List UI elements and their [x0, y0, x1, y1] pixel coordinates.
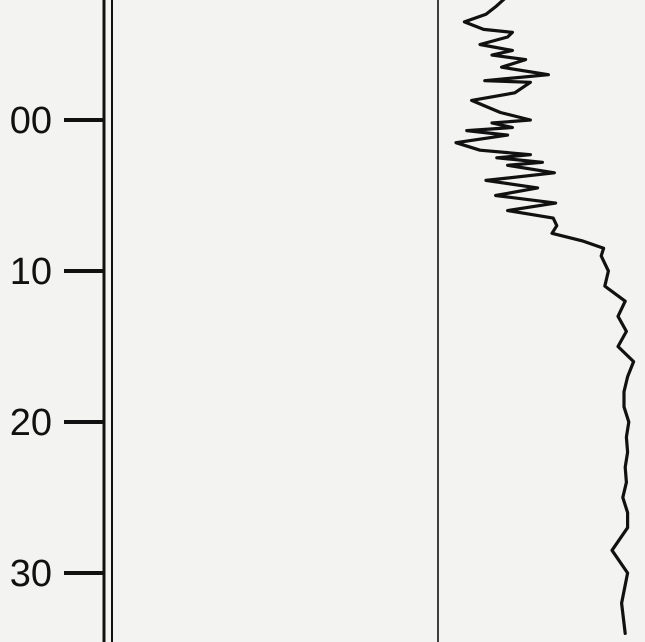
y-tick-label: 10	[10, 251, 52, 293]
series-layer	[454, 0, 636, 636]
y-tick-label: 30	[10, 553, 52, 595]
y-tick-label: 00	[10, 100, 52, 142]
series-line-0	[454, 0, 636, 636]
y-axis	[102, 0, 439, 642]
y-axis-ticks: 00 10 20 30	[10, 100, 104, 595]
y-tick-label: 20	[10, 402, 52, 444]
